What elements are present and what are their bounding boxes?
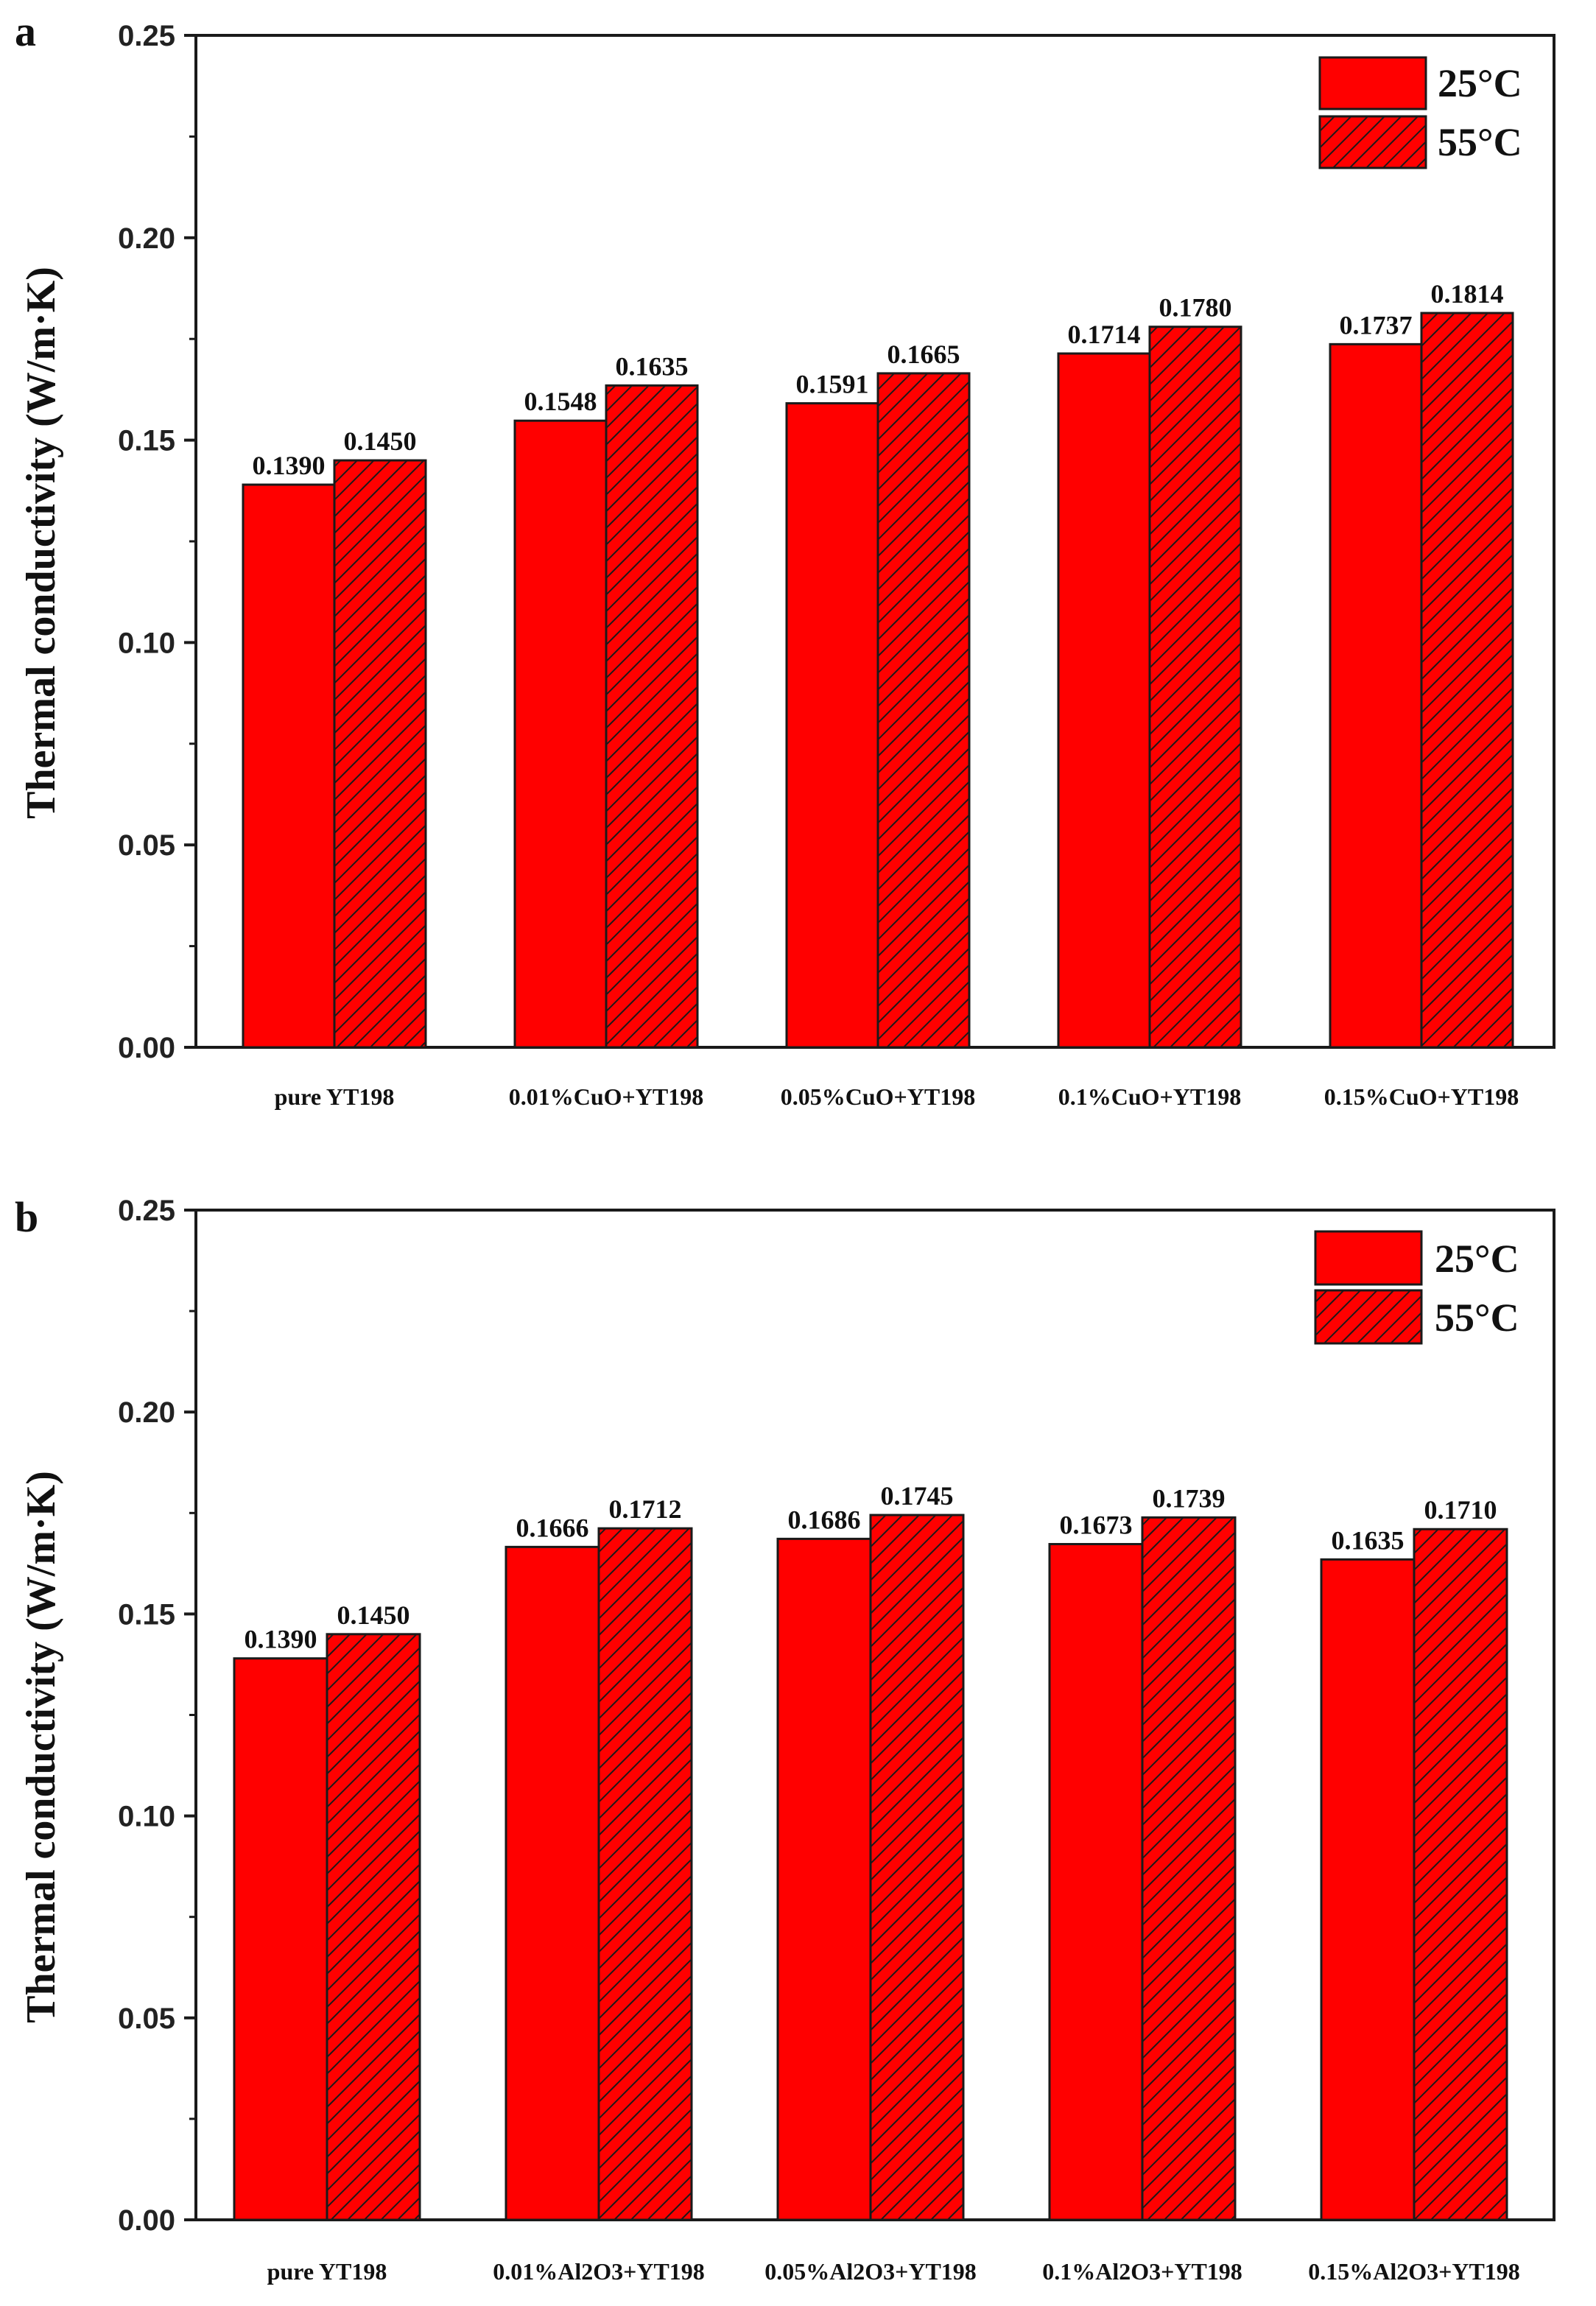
y-axis-title: Thermal conductivity (W/m·K) [18,267,64,819]
legend-swatch-25c [1314,1230,1423,1286]
bar-pure-yt198-55-c [326,1633,421,2221]
data-label: 0.1710 [1424,1495,1497,1525]
chart-panel-a: a Thermal conductivity (W/m·K) 25°C 55°C… [15,7,1555,1110]
data-label: 0.1635 [616,351,689,381]
legend: 25°C 55°C [1314,1230,1519,1345]
bar-0-1-al2o3-yt198-55-c [1141,1516,1237,2221]
y-tick-label: 0.00 [118,1032,175,1064]
x-category-label: 0.01%CuO+YT198 [509,1083,703,1110]
y-axis-title: Thermal conductivity (W/m·K) [18,1471,64,2023]
x-category-label: 0.1%Al2O3+YT198 [1042,2258,1242,2285]
bar-pure-yt198-25-c [242,483,336,1049]
bar-0-1-al2o3-yt198-25-c [1048,1543,1144,2221]
bar-0-01-al2o3-yt198-55-c [597,1527,693,2221]
bar-0-01-cuo-yt198-25-c [513,419,608,1049]
bar-0-05-al2o3-yt198-25-c [776,1537,872,2221]
bar-0-01-al2o3-yt198-25-c [505,1545,600,2221]
x-category-label: 0.1%CuO+YT198 [1058,1083,1241,1110]
x-category-label: pure YT198 [267,2258,387,2285]
y-tick-label: 0.20 [118,222,175,255]
y-tick-label: 0.10 [118,627,175,659]
bar-0-15-al2o3-yt198-25-c [1320,1558,1416,2221]
data-label: 0.1712 [609,1494,682,1524]
data-label: 0.1591 [796,370,869,399]
y-tick-label: 0.05 [118,2003,175,2035]
y-tick-label: 0.00 [118,2204,175,2237]
bar-0-01-cuo-yt198-55-c [605,384,699,1049]
data-label: 0.1666 [516,1513,589,1542]
legend-label-25c: 25°C [1438,61,1522,105]
data-label: 0.1686 [788,1505,861,1534]
data-label: 0.1390 [245,1625,317,1654]
data-label: 0.1714 [1068,320,1141,349]
data-label: 0.1390 [253,451,326,480]
y-tick-label: 0.15 [118,425,175,457]
bar-pure-yt198-55-c [333,459,427,1049]
x-category-label: 0.15%CuO+YT198 [1324,1083,1519,1110]
bar-0-05-cuo-yt198-55-c [876,372,971,1049]
x-category-label: 0.05%CuO+YT198 [781,1083,975,1110]
x-category-label: 0.05%Al2O3+YT198 [764,2258,977,2285]
data-label: 0.1814 [1431,279,1504,309]
bar-0-05-al2o3-yt198-55-c [869,1514,965,2221]
data-label: 0.1548 [524,387,597,416]
bar-0-15-cuo-yt198-55-c [1420,312,1514,1049]
bar-0-15-cuo-yt198-25-c [1329,342,1423,1049]
y-tick-label: 0.15 [118,1598,175,1631]
bar-0-15-al2o3-yt198-55-c [1413,1528,1508,2221]
legend-label-55c: 55°C [1438,120,1522,164]
legend-label-25c: 25°C [1435,1237,1519,1281]
data-label: 0.1665 [887,340,960,369]
data-label: 0.1780 [1159,293,1232,323]
x-category-label: 0.01%Al2O3+YT198 [493,2258,705,2285]
legend-label-55c: 55°C [1435,1296,1519,1340]
data-label: 0.1635 [1332,1525,1405,1555]
data-label: 0.1745 [881,1481,954,1511]
data-label: 0.1450 [337,1600,410,1630]
y-tick-label: 0.05 [118,829,175,862]
bar-0-1-cuo-yt198-55-c [1148,326,1242,1049]
bar-0-05-cuo-yt198-25-c [785,402,879,1049]
y-tick-label: 0.25 [118,1195,175,1227]
panel-label: a [15,7,36,55]
legend-swatch-25c [1318,56,1427,110]
chart-panel-b: b Thermal conductivity (W/m·K) 25°C 55°C… [15,1193,1555,2285]
data-label: 0.1450 [344,426,417,456]
y-tick-label: 0.25 [118,20,175,52]
y-tick-label: 0.20 [118,1396,175,1429]
data-label: 0.1737 [1340,310,1413,340]
data-label: 0.1739 [1153,1483,1226,1513]
legend: 25°C 55°C [1318,56,1522,169]
data-label: 0.1673 [1060,1511,1133,1540]
y-tick-label: 0.10 [118,1801,175,1833]
x-category-label: pure YT198 [275,1083,395,1110]
panel-label: b [15,1193,38,1241]
bar-pure-yt198-25-c [233,1657,328,2221]
bar-0-1-cuo-yt198-25-c [1057,352,1151,1049]
legend-swatch-55c [1318,115,1427,169]
x-category-label: 0.15%Al2O3+YT198 [1308,2258,1520,2285]
legend-swatch-55c [1314,1289,1423,1345]
